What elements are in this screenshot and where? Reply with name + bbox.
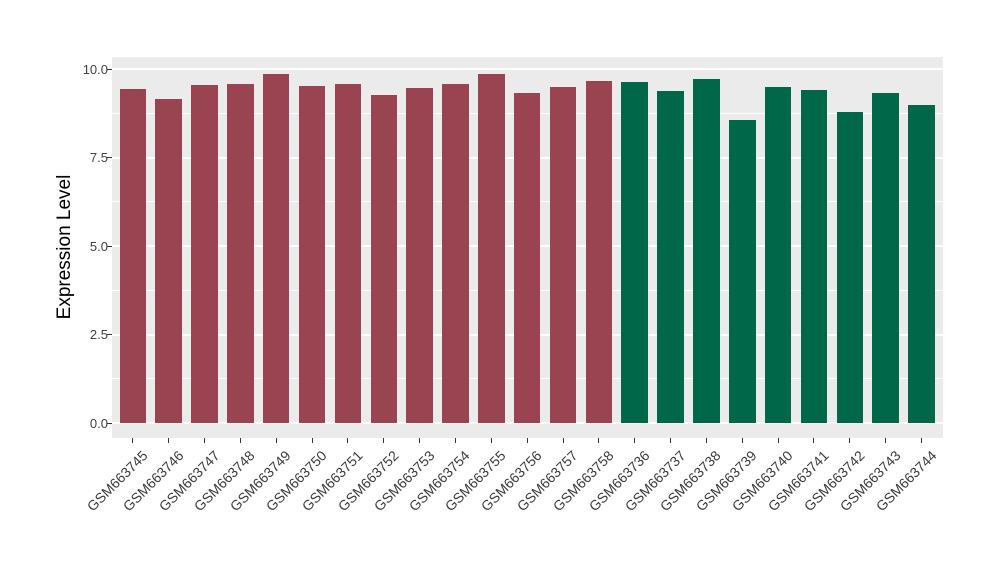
gridline-major [112, 422, 943, 424]
x-tick-mark [921, 438, 922, 443]
bar-GSM663758 [585, 80, 613, 423]
x-tick-mark [562, 438, 564, 443]
bar-GSM663750 [298, 85, 326, 423]
bar-GSM663747 [191, 84, 218, 423]
x-tick-mark [454, 438, 456, 443]
gridline-major [112, 68, 943, 70]
bar-GSM663743 [872, 93, 899, 423]
y-tick-mark [107, 68, 112, 70]
y-tick-label: 0.0 [89, 415, 108, 431]
y-tick-label: 2.5 [89, 327, 108, 342]
bar-GSM663739 [729, 119, 756, 423]
x-tick-mark [311, 438, 313, 443]
bar-GSM663757 [549, 87, 577, 423]
bar-GSM663745 [119, 88, 147, 423]
y-tick-label: 5.0 [89, 238, 108, 254]
x-tick-mark [239, 438, 241, 443]
bar-GSM663746 [155, 98, 182, 423]
x-tick-mark [885, 438, 887, 443]
bar-GSM663756 [513, 92, 541, 423]
x-tick-mark [670, 438, 672, 443]
x-tick-mark [168, 438, 170, 443]
bar-GSM663742 [836, 111, 864, 423]
y-tick-label: 10.0 [82, 61, 108, 77]
x-tick-mark [526, 438, 528, 443]
x-tick-mark [741, 438, 743, 443]
bar-GSM663753 [406, 88, 433, 423]
bar-GSM663737 [657, 90, 684, 423]
bar-GSM663755 [478, 73, 505, 423]
bar-GSM663751 [334, 83, 362, 423]
bar-GSM663741 [800, 89, 828, 423]
x-tick-mark [634, 438, 636, 443]
x-tick-mark [813, 438, 815, 443]
x-tick-mark [347, 438, 349, 443]
bar-GSM663740 [764, 87, 792, 423]
y-tick-mark [107, 422, 112, 424]
bar-GSM663752 [370, 94, 397, 423]
x-tick-mark [705, 438, 707, 443]
plot-panel [112, 57, 943, 438]
x-tick-mark [204, 438, 205, 443]
x-tick-mark [383, 438, 385, 443]
bar-GSM663748 [227, 84, 254, 423]
bar-GSM663736 [621, 82, 648, 423]
bar-GSM663749 [262, 73, 290, 423]
x-tick-mark [419, 438, 421, 443]
y-tick-mark [107, 334, 112, 335]
x-tick-mark [849, 438, 851, 443]
x-tick-mark [275, 438, 277, 443]
y-tick-label: 7.5 [89, 150, 108, 165]
x-tick-mark [777, 438, 779, 443]
bar-GSM663754 [442, 83, 469, 423]
x-tick-mark [132, 438, 134, 443]
bar-GSM663738 [693, 78, 720, 423]
bar-GSM663744 [908, 104, 935, 423]
x-tick-mark [490, 438, 492, 443]
y-tick-mark [107, 157, 112, 158]
x-tick-mark [598, 438, 600, 443]
y-tick-mark [107, 245, 112, 247]
